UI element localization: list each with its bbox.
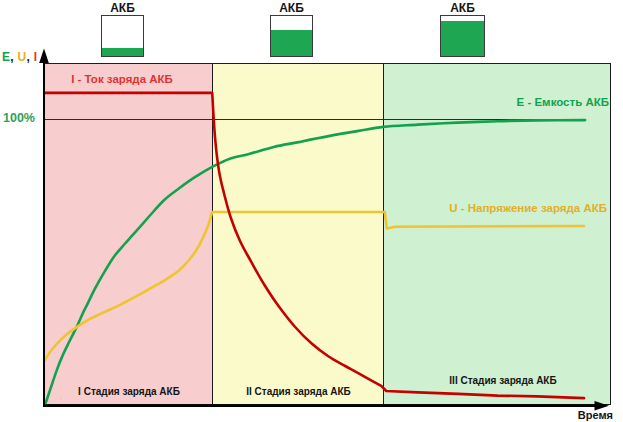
battery-3-label: АКБ [440, 1, 485, 15]
x-axis-label: Время [538, 409, 613, 421]
battery-1-fill [102, 48, 143, 56]
battery-3-body [440, 15, 485, 57]
y-tick-100-percent: 100% [3, 112, 35, 126]
current-curve-label: I - Ток заряда АКБ [38, 73, 206, 86]
stage-regions [45, 64, 611, 405]
battery-icon-stage2: АКБ [270, 15, 313, 57]
battery-1-body [101, 15, 144, 57]
battery-2-label: АКБ [270, 1, 313, 15]
y-axis-label: E, U, I [2, 51, 37, 64]
stage1-label: I Стадия заряда АКБ [45, 386, 213, 397]
battery-2-body [270, 15, 313, 57]
stage3-label: III Стадия заряда АКБ [390, 375, 616, 386]
voltage-curve-label: U - Напряжение заряда АКБ [447, 202, 607, 215]
capacity-curve-label: E - Емкость АКБ [450, 96, 609, 109]
battery-icon-stage3: АКБ [440, 15, 485, 57]
battery-charge-stages-chart: E, U, I 100% I - Ток заряда АКБ E - Емко… [0, 0, 623, 422]
battery-2-fill [271, 30, 312, 56]
battery-icon-stage1: АКБ [101, 15, 144, 57]
battery-1-label: АКБ [101, 1, 144, 15]
battery-3-fill [441, 21, 484, 56]
stage2-label: II Стадия заряда АКБ [213, 386, 384, 397]
